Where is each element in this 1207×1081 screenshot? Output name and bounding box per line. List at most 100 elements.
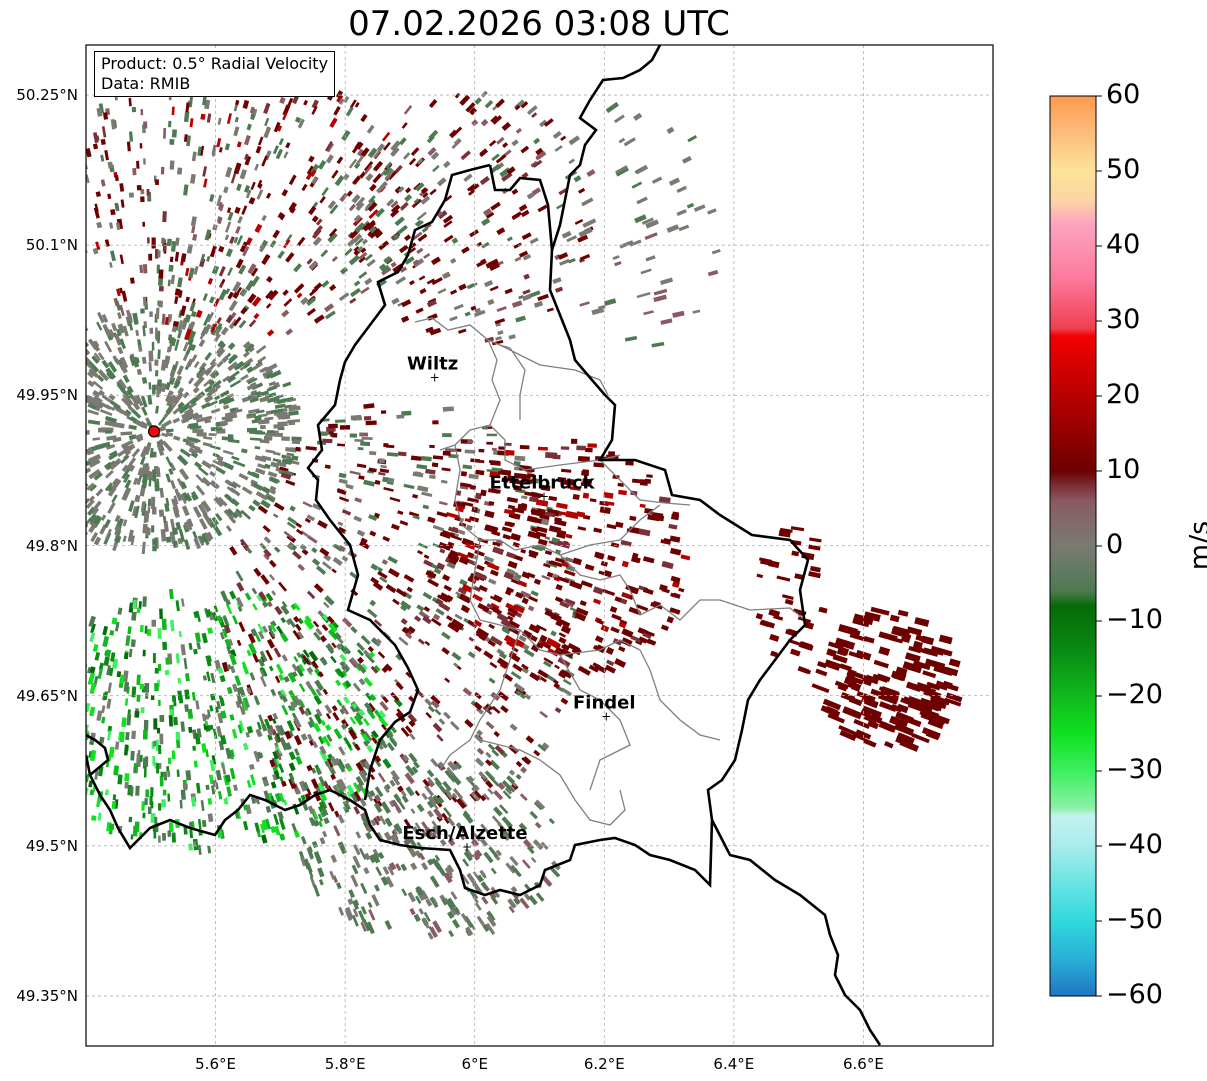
echo-pixel [458, 593, 472, 604]
echo-pixel [210, 672, 216, 684]
echo-pixel [161, 432, 169, 438]
echo-pixel [388, 862, 397, 871]
echo-pixel [508, 905, 515, 914]
echo-pixel [94, 135, 100, 142]
echo-pixel [34, 360, 46, 369]
echo-pixel [860, 710, 871, 718]
echo-pixel [528, 595, 539, 603]
echo-pixel [56, 227, 62, 234]
echo-pixel [895, 711, 914, 724]
echo-pixel [554, 145, 563, 152]
echo-pixel [612, 255, 620, 260]
lat-tick-label: 50.25°N [16, 86, 78, 105]
echo-pixel [897, 609, 909, 617]
echo-pixel [296, 665, 302, 673]
echo-pixel [72, 676, 77, 685]
echo-pixel [206, 709, 211, 718]
echo-pixel [592, 662, 601, 669]
colorbar-tick-label: −10 [1106, 604, 1163, 635]
echo-pixel [442, 406, 454, 412]
echo-pixel [321, 280, 330, 288]
echo-pixel [142, 729, 148, 740]
echo-pixel [445, 448, 455, 453]
echo-pixel [66, 416, 79, 422]
echo-pixel [596, 553, 604, 560]
echo-pixel [492, 806, 503, 817]
echo-pixel [242, 820, 249, 831]
echo-pixel [312, 741, 319, 749]
echo-pixel [206, 113, 212, 123]
echo-pixel [443, 160, 451, 169]
echo-pixel [380, 264, 390, 273]
echo-pixel [490, 867, 497, 875]
echo-pixel [69, 501, 78, 509]
echo-pixel [864, 697, 879, 707]
echo-pixel [330, 655, 337, 664]
echo-pixel [88, 522, 98, 534]
echo-pixel [320, 719, 327, 727]
echo-pixel [198, 518, 208, 530]
echo-pixel [535, 499, 549, 507]
echo-pixel [372, 581, 384, 591]
echo-pixel [308, 849, 314, 858]
echo-pixel [98, 389, 106, 397]
echo-pixel [197, 844, 202, 855]
echo-pixel [375, 866, 383, 877]
echo-pixel [407, 625, 416, 634]
echo-pixel [476, 729, 483, 737]
echo-pixel [480, 881, 489, 890]
echo-pixel [178, 468, 190, 481]
echo-pixel [261, 625, 269, 634]
echo-pixel [226, 393, 234, 399]
echo-pixel [574, 612, 587, 622]
echo-pixel [414, 790, 420, 797]
echo-pixel [540, 484, 551, 492]
echo-pixel [233, 316, 242, 327]
echo-pixel [193, 648, 198, 655]
echo-pixel [349, 433, 357, 438]
echo-pixel [506, 496, 519, 503]
echo-pixel [152, 538, 157, 552]
echo-pixel [281, 189, 289, 197]
echo-pixel [838, 725, 856, 736]
echo-pixel [510, 578, 521, 586]
echo-pixel [189, 302, 196, 312]
echo-pixel [369, 226, 377, 234]
echo-pixel [350, 792, 359, 803]
echo-pixel [270, 432, 283, 437]
echo-pixel [856, 690, 876, 702]
echo-pixel [97, 311, 105, 324]
echo-pixel [270, 408, 284, 414]
colorbar-tick-label: −40 [1106, 829, 1163, 860]
echo-pixel [446, 864, 455, 873]
echo-pixel [162, 244, 167, 252]
echo-pixel [331, 642, 337, 649]
echo-pixel [243, 362, 251, 369]
echo-pixel [561, 230, 572, 239]
echo-pixel [225, 166, 233, 178]
echo-pixel [443, 872, 453, 884]
echo-pixel [354, 439, 364, 442]
echo-pixel [288, 751, 296, 761]
echo-pixel [530, 590, 539, 597]
echo-pixel [809, 537, 822, 543]
echo-pixel [246, 779, 252, 788]
echo-pixel [342, 173, 350, 181]
info-product: Product: 0.5° Radial Velocity [101, 54, 329, 73]
echo-pixel [326, 758, 334, 768]
echo-pixel [229, 767, 236, 780]
echo-pixel [431, 801, 439, 810]
echo-pixel [323, 782, 331, 792]
echo-pixel [611, 613, 622, 621]
echo-pixel [475, 757, 485, 767]
echo-pixel [215, 769, 222, 781]
echo-pixel [399, 137, 407, 146]
echo-pixel [531, 477, 539, 484]
echo-pixel [187, 401, 197, 410]
echo-pixel [357, 148, 365, 157]
echo-pixel [333, 825, 341, 837]
echo-pixel [438, 718, 446, 725]
echo-pixel [70, 747, 76, 756]
echo-pixel [461, 874, 470, 885]
echo-pixel [486, 441, 493, 445]
